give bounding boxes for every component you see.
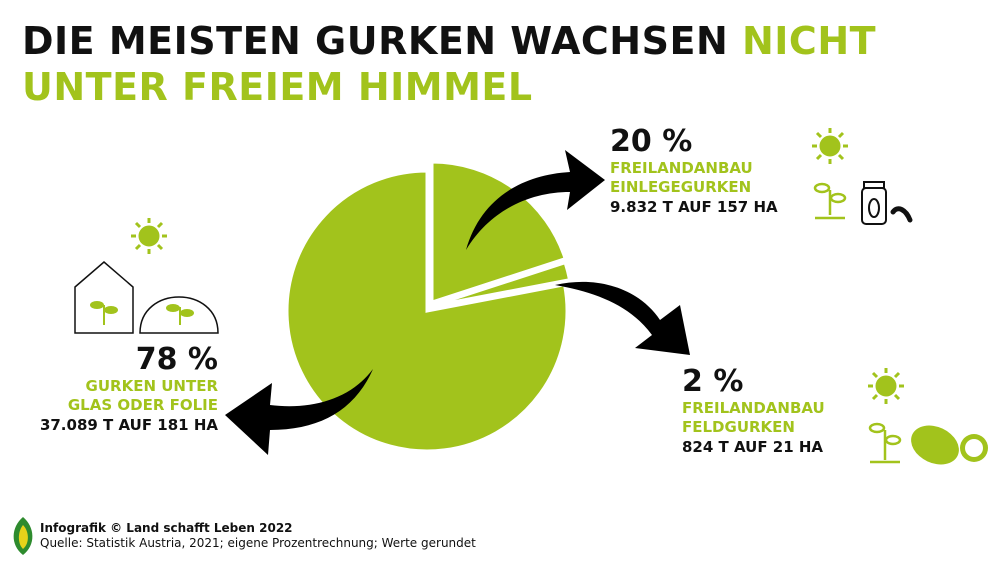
page-title: DIE MEISTEN GURKEN WACHSEN NICHT UNTER F… — [22, 19, 877, 109]
arrow-icon — [225, 369, 373, 455]
seedling-icon — [90, 301, 118, 325]
pie-slice — [431, 260, 572, 308]
seedling-icon — [166, 304, 194, 325]
land-schafft-leben-logo — [13, 517, 33, 555]
label-glas-folie: 78 % GURKEN UNTER GLAS ODER FOLIE 37.089… — [39, 342, 218, 435]
pickle-jar-icon — [861, 181, 887, 225]
label-feldgurken: 2 % FREILANDANBAU FELDGURKEN 824 T AUF 2… — [682, 364, 825, 457]
foil-tunnel-icon — [139, 296, 219, 334]
seedling-icon — [868, 422, 902, 464]
gherkin-icon — [890, 206, 913, 223]
pie-slice — [285, 169, 569, 453]
sun-icon — [131, 218, 167, 254]
sun-icon — [868, 368, 904, 404]
sun-icon — [812, 128, 848, 164]
greenhouse-icon — [74, 261, 134, 334]
seedling-icon — [813, 182, 847, 220]
arrow-icon — [466, 150, 605, 250]
cucumber-icon — [911, 425, 988, 465]
footer: Infografik © Land schafft Leben 2022 Que… — [40, 521, 476, 550]
pie-chart — [285, 160, 572, 453]
label-einlegegurken: 20 % FREILANDANBAU EINLEGEGURKEN 9.832 T… — [610, 124, 778, 217]
arrow-icon — [555, 281, 690, 355]
